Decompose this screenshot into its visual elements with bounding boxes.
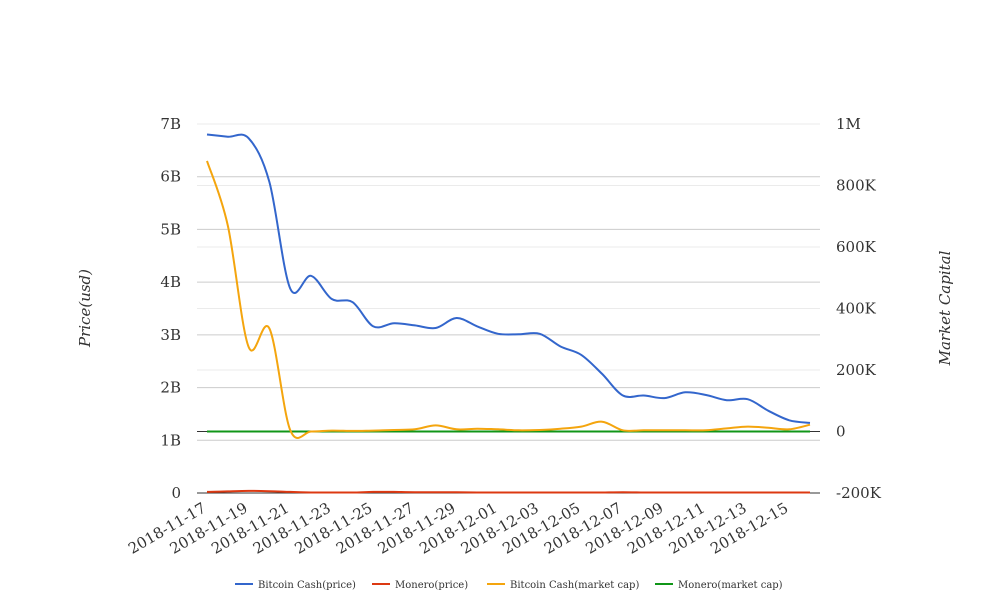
- legend-label: Bitcoin Cash(price): [258, 580, 356, 591]
- series-lines: [206, 133, 811, 494]
- right-tick-label: 200K: [836, 361, 877, 379]
- left-tick-label: 6B: [160, 168, 181, 186]
- legend-item: Monero(market cap): [655, 580, 783, 591]
- x-axis-ticks: 2018-11-172018-11-192018-11-212018-11-23…: [125, 499, 791, 558]
- legend-item: Bitcoin Cash(price): [235, 580, 356, 591]
- right-tick-label: 600K: [836, 238, 877, 256]
- left-axis-ticks: 0 1B 2B 3B 4B 5B 6B 7B: [160, 115, 181, 502]
- right-tick-label: -200K: [836, 484, 882, 502]
- legend-label: Monero(market cap): [678, 580, 783, 591]
- gridlines: [197, 123, 820, 494]
- series-line-monero-price: [206, 489, 810, 494]
- left-tick-label: 3B: [160, 326, 181, 344]
- legend-label: Bitcoin Cash(market cap): [510, 580, 639, 591]
- series-line-bitcoin-cash-market-cap: [206, 160, 811, 439]
- right-tick-label: 0: [836, 423, 846, 441]
- right-axis-ticks: -200K 0 200K 400K 600K 800K 1M: [836, 115, 882, 502]
- legend-item: Bitcoin Cash(market cap): [487, 580, 639, 591]
- left-tick-label: 0: [171, 484, 181, 502]
- series-line-bitcoin-cash-price: [206, 133, 811, 424]
- y-axis-title-left: Price(usd): [76, 269, 94, 348]
- legend: Bitcoin Cash(price) Monero(price) Bitcoin …: [235, 580, 783, 591]
- right-tick-label: 400K: [836, 300, 877, 318]
- left-tick-label: 4B: [160, 273, 181, 291]
- left-tick-label: 7B: [160, 115, 181, 133]
- left-tick-label: 1B: [160, 431, 181, 449]
- right-tick-label: 800K: [836, 177, 877, 195]
- legend-item: Monero(price): [372, 580, 468, 591]
- left-tick-label: 2B: [160, 379, 181, 397]
- y-axis-title-right: Market Capital: [936, 250, 954, 366]
- right-tick-label: 1M: [836, 115, 861, 133]
- left-tick-label: 5B: [160, 220, 181, 238]
- legend-label: Monero(price): [395, 580, 468, 591]
